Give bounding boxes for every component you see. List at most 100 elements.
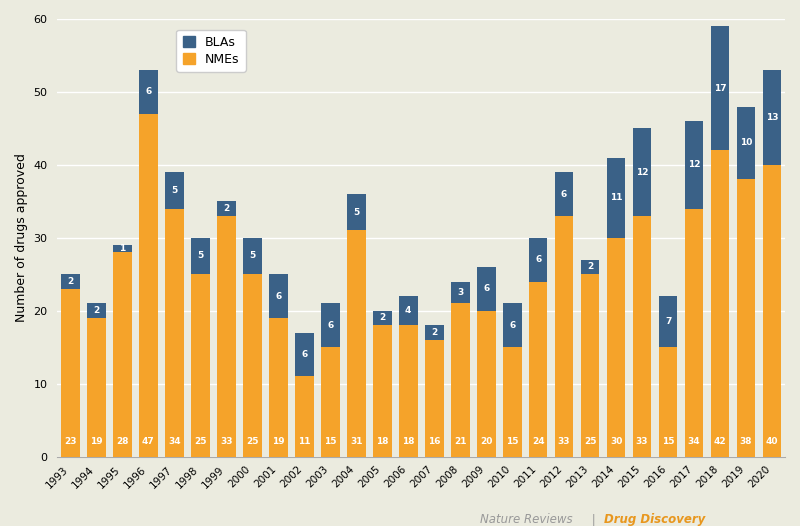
Bar: [762, 70, 782, 165]
Bar: [658, 347, 678, 457]
Bar: [217, 216, 236, 457]
Bar: [243, 238, 262, 274]
Text: 15: 15: [324, 437, 337, 446]
Text: Drug Discovery: Drug Discovery: [604, 513, 706, 526]
Bar: [554, 172, 574, 216]
Bar: [633, 216, 651, 457]
Text: 15: 15: [506, 437, 518, 446]
Bar: [139, 70, 158, 114]
Text: 40: 40: [766, 437, 778, 446]
Text: 18: 18: [402, 437, 414, 446]
Bar: [113, 245, 132, 252]
Text: 13: 13: [766, 113, 778, 122]
Bar: [477, 311, 495, 457]
Text: 5: 5: [353, 208, 359, 217]
Text: 6: 6: [301, 350, 307, 359]
Bar: [451, 281, 470, 304]
Bar: [529, 281, 547, 457]
Text: 2: 2: [587, 262, 594, 271]
Text: 10: 10: [740, 138, 752, 147]
Bar: [191, 274, 210, 457]
Legend: BLAs, NMEs: BLAs, NMEs: [177, 29, 246, 72]
Text: 3: 3: [457, 288, 463, 297]
Text: 34: 34: [688, 437, 700, 446]
Text: 6: 6: [509, 321, 515, 330]
Bar: [710, 26, 730, 150]
Text: 4: 4: [405, 306, 411, 315]
Text: 17: 17: [714, 84, 726, 93]
Text: 15: 15: [662, 437, 674, 446]
Bar: [61, 289, 80, 457]
Text: 24: 24: [532, 437, 545, 446]
Bar: [554, 216, 574, 457]
Bar: [425, 340, 443, 457]
Text: 30: 30: [610, 437, 622, 446]
Text: 2: 2: [431, 328, 438, 337]
Bar: [295, 376, 314, 457]
Bar: [373, 325, 391, 457]
Bar: [61, 274, 80, 289]
Text: 33: 33: [220, 437, 233, 446]
Bar: [243, 274, 262, 457]
Bar: [502, 304, 522, 347]
Text: 2: 2: [67, 277, 74, 286]
Bar: [295, 332, 314, 376]
Bar: [633, 128, 651, 216]
Bar: [321, 304, 340, 347]
Bar: [399, 296, 418, 325]
Text: 12: 12: [688, 160, 700, 169]
Bar: [710, 150, 730, 457]
Text: 47: 47: [142, 437, 154, 446]
Bar: [373, 311, 391, 325]
Bar: [451, 304, 470, 457]
Text: 11: 11: [610, 193, 622, 202]
Text: 5: 5: [171, 186, 178, 195]
Bar: [165, 172, 184, 209]
Text: Nature Reviews: Nature Reviews: [480, 513, 573, 526]
Text: 12: 12: [636, 168, 648, 177]
Bar: [685, 121, 703, 209]
Bar: [606, 238, 626, 457]
Bar: [399, 325, 418, 457]
Text: |: |: [588, 513, 599, 526]
Text: 42: 42: [714, 437, 726, 446]
Text: 6: 6: [146, 87, 151, 96]
Bar: [87, 304, 106, 318]
Bar: [581, 260, 599, 274]
Text: 19: 19: [90, 437, 102, 446]
Text: 21: 21: [454, 437, 466, 446]
Text: 18: 18: [376, 437, 389, 446]
Text: 25: 25: [246, 437, 258, 446]
Text: 5: 5: [249, 251, 255, 260]
Bar: [87, 318, 106, 457]
Text: 31: 31: [350, 437, 362, 446]
Text: 6: 6: [535, 255, 542, 264]
Text: 25: 25: [584, 437, 596, 446]
Text: 7: 7: [665, 317, 671, 326]
Bar: [139, 114, 158, 457]
Bar: [191, 238, 210, 274]
Text: 33: 33: [558, 437, 570, 446]
Text: 19: 19: [272, 437, 285, 446]
Text: 38: 38: [740, 437, 752, 446]
Text: 28: 28: [116, 437, 129, 446]
Text: 6: 6: [327, 321, 334, 330]
Bar: [737, 179, 755, 457]
Bar: [347, 230, 366, 457]
Text: 2: 2: [94, 306, 99, 315]
Bar: [581, 274, 599, 457]
Bar: [347, 194, 366, 230]
Bar: [165, 209, 184, 457]
Bar: [737, 106, 755, 179]
Text: 33: 33: [636, 437, 648, 446]
Bar: [529, 238, 547, 281]
Bar: [269, 318, 288, 457]
Bar: [658, 296, 678, 347]
Bar: [321, 347, 340, 457]
Bar: [606, 158, 626, 238]
Bar: [477, 267, 495, 311]
Text: 2: 2: [223, 204, 230, 213]
Bar: [269, 274, 288, 318]
Text: 25: 25: [194, 437, 206, 446]
Bar: [425, 325, 443, 340]
